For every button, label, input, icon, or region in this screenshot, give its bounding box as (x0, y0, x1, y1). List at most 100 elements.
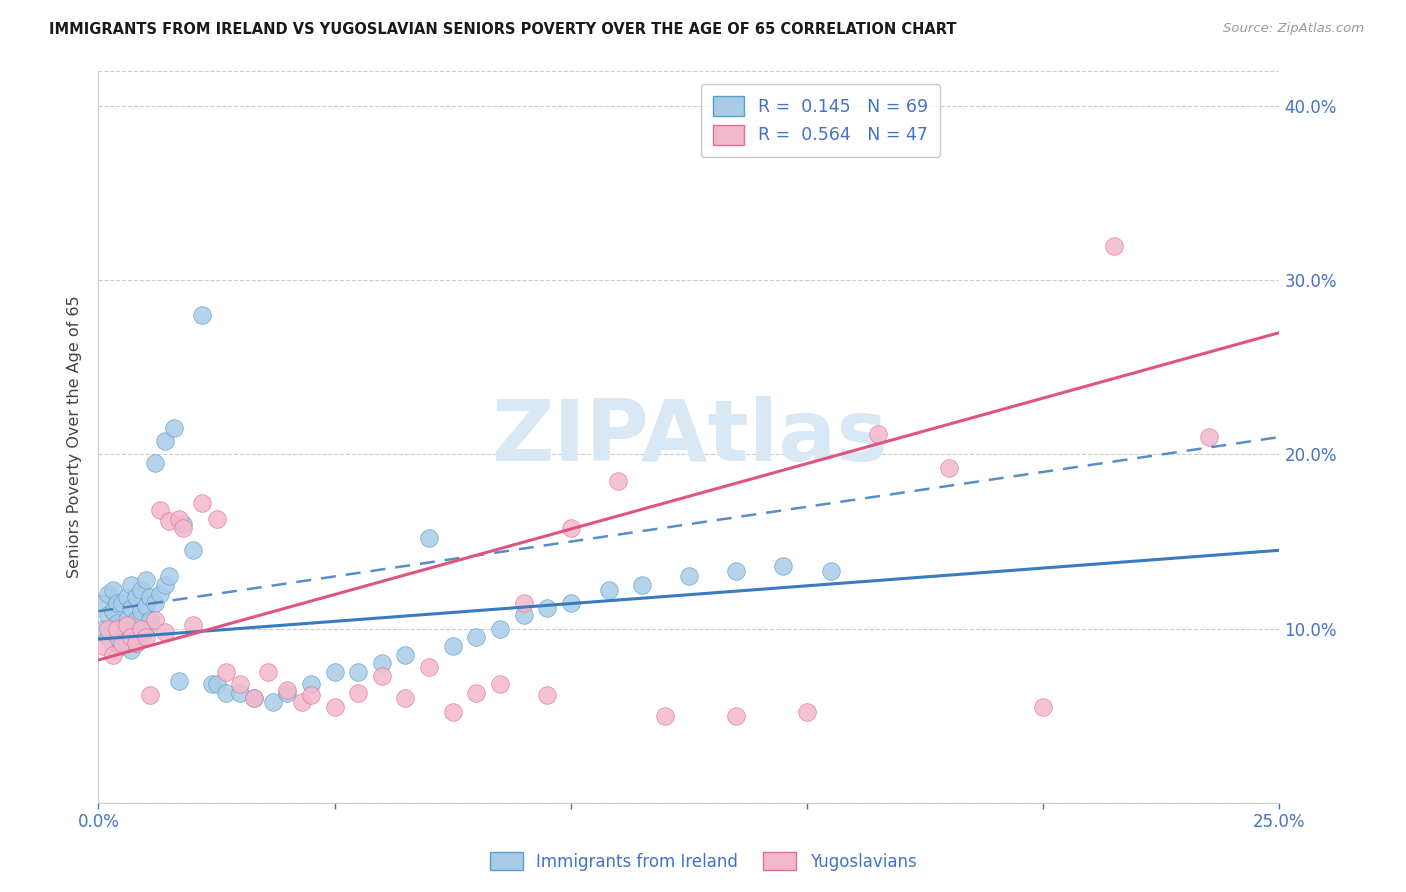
Point (139, 591, 162, 605)
Point (91, 595, 114, 609)
Point (418, 531, 440, 545)
Point (153, 625, 176, 640)
Point (323, 665, 346, 680)
Point (394, 691, 416, 706)
Point (91, 622, 114, 636)
Y-axis label: Seniors Poverty Over the Age of 65: Seniors Poverty Over the Age of 65 (67, 296, 83, 578)
Point (157, 569, 180, 583)
Point (105, 616, 128, 631)
Point (121, 642, 143, 657)
Point (1198, 430, 1220, 444)
Point (229, 686, 252, 700)
Point (725, 564, 748, 578)
Point (153, 434, 176, 448)
Point (115, 613, 138, 627)
Point (121, 625, 143, 640)
Point (191, 308, 214, 322)
Point (191, 496, 214, 510)
Legend: R =  0.145   N = 69, R =  0.564   N = 47: R = 0.145 N = 69, R = 0.564 N = 47 (700, 84, 941, 157)
Point (215, 686, 238, 700)
Point (323, 700, 346, 714)
Point (121, 631, 143, 645)
Point (201, 677, 224, 691)
Point (167, 673, 190, 688)
Point (598, 583, 620, 598)
Point (101, 639, 124, 653)
Point (262, 695, 284, 709)
Point (654, 708, 676, 723)
Point (143, 595, 166, 609)
Point (796, 705, 818, 719)
Point (181, 543, 204, 558)
Point (129, 631, 152, 645)
Point (299, 677, 322, 691)
Point (560, 595, 582, 609)
Point (394, 648, 416, 662)
Point (536, 688, 558, 702)
Point (157, 514, 180, 528)
Point (97, 622, 120, 636)
Point (115, 633, 138, 648)
Point (418, 660, 440, 674)
Point (725, 708, 748, 723)
Point (371, 657, 394, 671)
Point (441, 705, 464, 719)
Point (938, 461, 960, 475)
Point (121, 578, 143, 592)
Point (97, 631, 120, 645)
Point (129, 583, 152, 598)
Point (139, 613, 162, 627)
Point (91, 639, 114, 653)
Point (489, 677, 512, 691)
Point (866, 426, 889, 441)
Point (111, 639, 134, 653)
Point (101, 622, 124, 636)
Point (105, 635, 128, 649)
Point (101, 648, 124, 662)
Point (205, 677, 228, 691)
Point (97, 587, 120, 601)
Point (290, 695, 312, 709)
Point (243, 691, 266, 706)
Point (101, 583, 124, 598)
Point (129, 604, 152, 618)
Point (111, 595, 134, 609)
Point (149, 587, 172, 601)
Point (560, 521, 582, 535)
Point (125, 591, 148, 605)
Legend: Immigrants from Ireland, Yugoslavians: Immigrants from Ireland, Yugoslavians (481, 844, 925, 880)
Point (772, 558, 794, 573)
Point (115, 591, 138, 605)
Point (630, 578, 652, 592)
Point (536, 600, 558, 615)
Point (97, 607, 120, 622)
Text: Source: ZipAtlas.com: Source: ZipAtlas.com (1223, 22, 1364, 36)
Point (172, 517, 194, 532)
Point (149, 503, 172, 517)
Text: IMMIGRANTS FROM IRELAND VS YUGOSLAVIAN SENIORS POVERTY OVER THE AGE OF 65 CORREL: IMMIGRANTS FROM IRELAND VS YUGOSLAVIAN S… (49, 22, 956, 37)
Point (153, 578, 176, 592)
Point (489, 622, 512, 636)
Point (143, 613, 166, 627)
Point (371, 668, 394, 682)
Point (1102, 238, 1125, 252)
Point (115, 618, 138, 632)
Point (135, 573, 157, 587)
Point (257, 665, 280, 680)
Point (512, 595, 534, 609)
Point (607, 474, 630, 488)
Point (347, 665, 370, 680)
Point (276, 682, 298, 697)
Point (163, 421, 186, 435)
Point (347, 686, 370, 700)
Point (135, 622, 157, 636)
Point (105, 595, 128, 609)
Point (105, 622, 128, 636)
Point (167, 512, 190, 526)
Point (512, 607, 534, 622)
Point (135, 631, 157, 645)
Point (181, 618, 204, 632)
Point (139, 688, 162, 702)
Point (465, 631, 488, 645)
Point (215, 665, 238, 680)
